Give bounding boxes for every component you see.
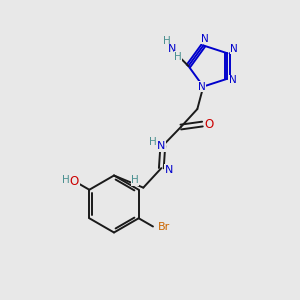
Text: N: N xyxy=(198,82,206,92)
Text: H: H xyxy=(149,137,157,147)
Text: N: N xyxy=(165,165,173,175)
Text: O: O xyxy=(204,118,214,130)
Text: H: H xyxy=(163,36,170,46)
Text: N: N xyxy=(157,141,166,151)
Text: N: N xyxy=(201,34,209,44)
Text: N: N xyxy=(229,75,237,85)
Text: Br: Br xyxy=(158,221,170,232)
Text: N: N xyxy=(168,44,176,55)
Text: H: H xyxy=(131,175,139,185)
Text: H: H xyxy=(174,52,182,62)
Text: N: N xyxy=(230,44,238,54)
Text: O: O xyxy=(70,175,79,188)
Text: H: H xyxy=(61,175,69,185)
